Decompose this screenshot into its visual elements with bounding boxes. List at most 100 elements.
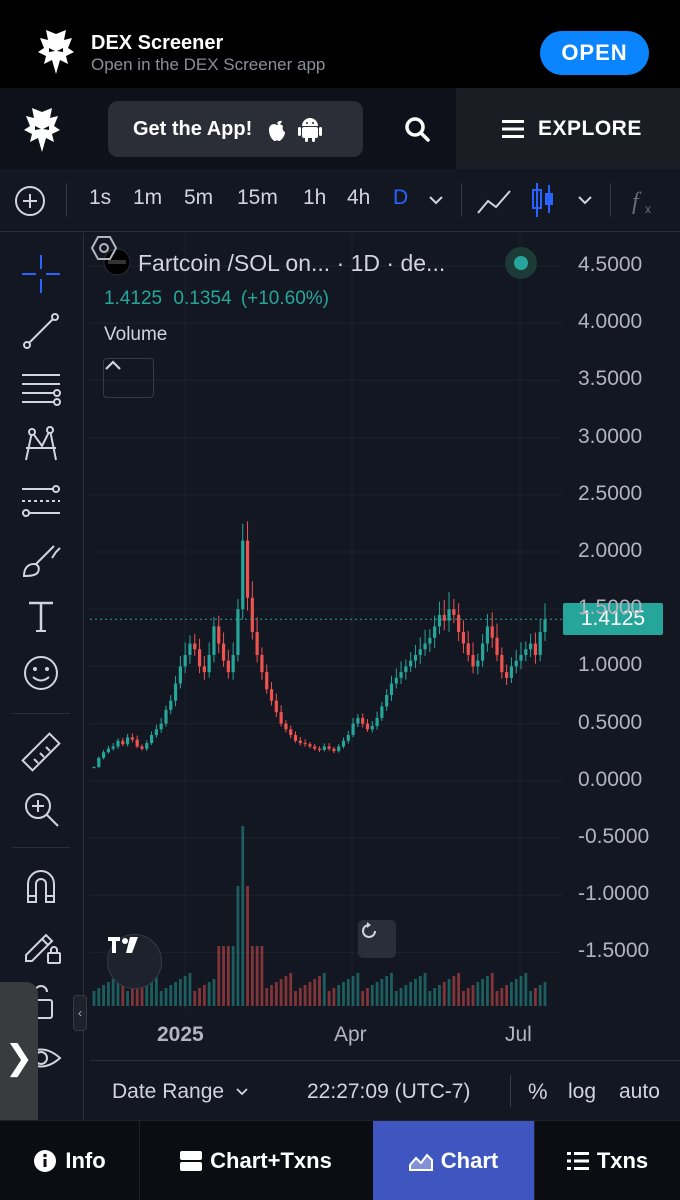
tools-divider — [12, 713, 70, 714]
search-icon[interactable] — [402, 114, 434, 146]
interval-1s[interactable]: 1s — [89, 186, 112, 209]
chevron-down-icon[interactable] — [577, 195, 593, 205]
candle-body — [284, 723, 288, 730]
line-chart-icon[interactable] — [476, 185, 512, 217]
volume-bar — [538, 985, 542, 1006]
ruler-icon[interactable] — [20, 731, 62, 773]
auto-scale-toggle[interactable]: auto — [619, 1080, 660, 1103]
interval-4h[interactable]: 4h — [347, 186, 371, 209]
candle-body — [389, 683, 394, 695]
candle-body — [317, 748, 322, 750]
volume-bar — [202, 985, 206, 1006]
volume-bar — [313, 979, 317, 1006]
trend-line-icon[interactable] — [20, 310, 62, 352]
log-scale-toggle[interactable]: log — [568, 1080, 597, 1103]
pattern-icon[interactable] — [20, 424, 62, 466]
candle-body — [346, 735, 350, 741]
volume-bar — [322, 973, 326, 1006]
reset-chart-button[interactable] — [358, 920, 396, 958]
dexscreener-logo-icon[interactable] — [22, 108, 62, 152]
candle-body — [92, 767, 96, 769]
volume-bar — [505, 985, 509, 1006]
candle-body — [159, 723, 163, 730]
volume-bar — [433, 988, 437, 1006]
apple-icon — [269, 120, 286, 141]
explore-button[interactable]: EXPLORE — [456, 88, 680, 169]
chevron-down-icon[interactable] — [428, 195, 444, 205]
volume-bar — [298, 988, 302, 1006]
chart-canvas[interactable] — [90, 234, 680, 1060]
percent-scale-toggle[interactable]: % — [528, 1079, 548, 1104]
list-icon — [566, 1152, 589, 1170]
fib-icon[interactable] — [20, 481, 62, 523]
volume-bar — [226, 946, 230, 1006]
candle-body — [476, 660, 480, 667]
lock-pencil-icon[interactable] — [20, 923, 62, 965]
fx-icon[interactable]: f x — [630, 185, 660, 217]
candles-icon[interactable] — [530, 181, 556, 219]
emoji-icon[interactable] — [20, 652, 62, 694]
candle-body — [529, 643, 533, 650]
collapse-panel-button[interactable]: ‹ — [73, 995, 87, 1031]
candle-body — [188, 643, 192, 655]
volume-bar — [164, 988, 168, 1006]
candle-body — [212, 626, 216, 655]
tab-txns[interactable]: Txns — [535, 1121, 680, 1200]
date-range-dropdown[interactable]: Date Range — [112, 1080, 248, 1104]
drawing-tools-panel — [0, 233, 84, 1120]
settings-icon[interactable] — [90, 234, 118, 262]
volume-bar — [342, 982, 345, 1006]
candle-body — [452, 609, 456, 615]
tab-txns-label: Txns — [596, 1148, 649, 1173]
brush-icon[interactable] — [20, 538, 62, 580]
interval-15m[interactable]: 15m — [237, 186, 278, 209]
chart-icon — [408, 1153, 433, 1171]
tradingview-logo-icon[interactable] — [107, 934, 162, 989]
toolbar-divider — [461, 183, 462, 217]
magnet-icon[interactable] — [20, 866, 62, 908]
volume-bar — [236, 886, 240, 1006]
volume-bar — [207, 982, 211, 1006]
interval-d[interactable]: D — [393, 186, 409, 209]
candle-body — [466, 643, 470, 655]
candle-body — [298, 740, 302, 744]
tab-chart[interactable]: Chart — [373, 1121, 534, 1200]
tab-chart-txns-label: Chart+Txns — [210, 1148, 332, 1173]
price-axis-label: 4.0000 — [578, 310, 643, 334]
chart-toolbar: 1s 1m 5m 15m 1h 4h D f x — [0, 169, 680, 232]
get-app-button[interactable]: Get the App! — [108, 101, 363, 157]
collapse-legend-button[interactable] — [103, 358, 154, 398]
volume-label[interactable]: Volume — [104, 324, 168, 345]
text-icon[interactable] — [20, 595, 62, 637]
candle-body — [279, 712, 283, 724]
volume-bar — [327, 991, 331, 1006]
volume-bar — [121, 973, 125, 1006]
chevron-down-icon — [236, 1088, 248, 1096]
open-app-button[interactable]: OPEN — [540, 31, 649, 75]
ohlc-legend: 1.4125 0.1354 (+10.60%) — [104, 288, 329, 310]
crosshair-icon[interactable] — [20, 253, 62, 295]
market-status-indicator[interactable] — [505, 247, 537, 279]
clock-timezone[interactable]: 22:27:09 (UTC-7) — [307, 1080, 471, 1103]
add-circle-icon[interactable] — [14, 185, 46, 217]
tab-info[interactable]: Info — [0, 1121, 139, 1200]
chart-grid — [90, 234, 563, 1010]
change-value: 0.1354 — [173, 288, 232, 309]
interval-5m[interactable]: 5m — [184, 186, 214, 209]
bottom-nav: Info Chart+Txns Chart Txns — [0, 1120, 680, 1200]
zoom-in-icon[interactable] — [20, 788, 62, 830]
candle-body — [116, 740, 120, 747]
candle-body — [437, 614, 442, 627]
candle-body — [245, 540, 250, 598]
interval-1m[interactable]: 1m — [133, 186, 163, 209]
price-chart[interactable]: Fartcoin /SOL on... · 1D · de... 1.4125 … — [90, 234, 680, 1060]
tab-chart-txns[interactable]: Chart+Txns — [140, 1121, 372, 1200]
volume-bar — [92, 991, 96, 1006]
interval-1h[interactable]: 1h — [303, 186, 327, 209]
horizontal-lines-icon[interactable] — [20, 367, 62, 409]
volume-bar — [303, 985, 307, 1006]
side-drawer-handle[interactable]: ❯ — [0, 982, 38, 1134]
candle-body — [380, 706, 384, 718]
symbol-legend[interactable]: Fartcoin /SOL on... · 1D · de... — [138, 250, 445, 277]
volume-bar — [174, 982, 177, 1006]
